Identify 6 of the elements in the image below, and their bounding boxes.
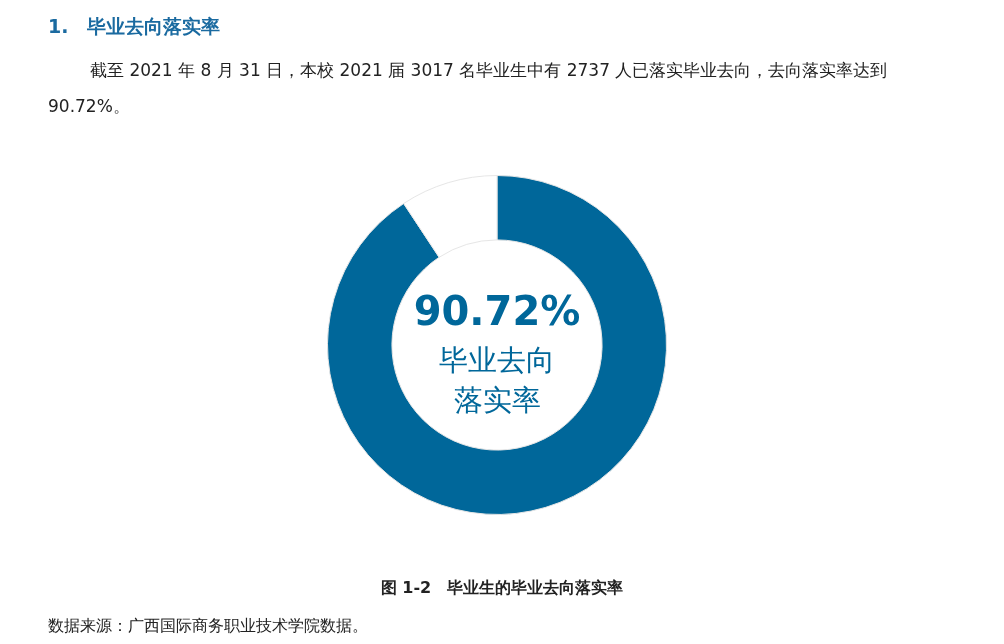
caption: 图 1-2 毕业生的毕业去向落实率 [379, 578, 625, 599]
source-note: 数据来源：广西国际商务职业技术学院数据。 [48, 616, 368, 637]
text: 1. 毕业去向落实率 [48, 14, 221, 39]
text: 毕业去向落实率 [438, 342, 556, 419]
chart-subtitle: 截至 2021 年 8 月 31 日，本校 2021 届 3017 名毕业生中有 2737 人已落实毕业去向，去向落实率达到 90.72%。 [48, 59, 889, 118]
data-label: 90.72% [413, 288, 581, 335]
